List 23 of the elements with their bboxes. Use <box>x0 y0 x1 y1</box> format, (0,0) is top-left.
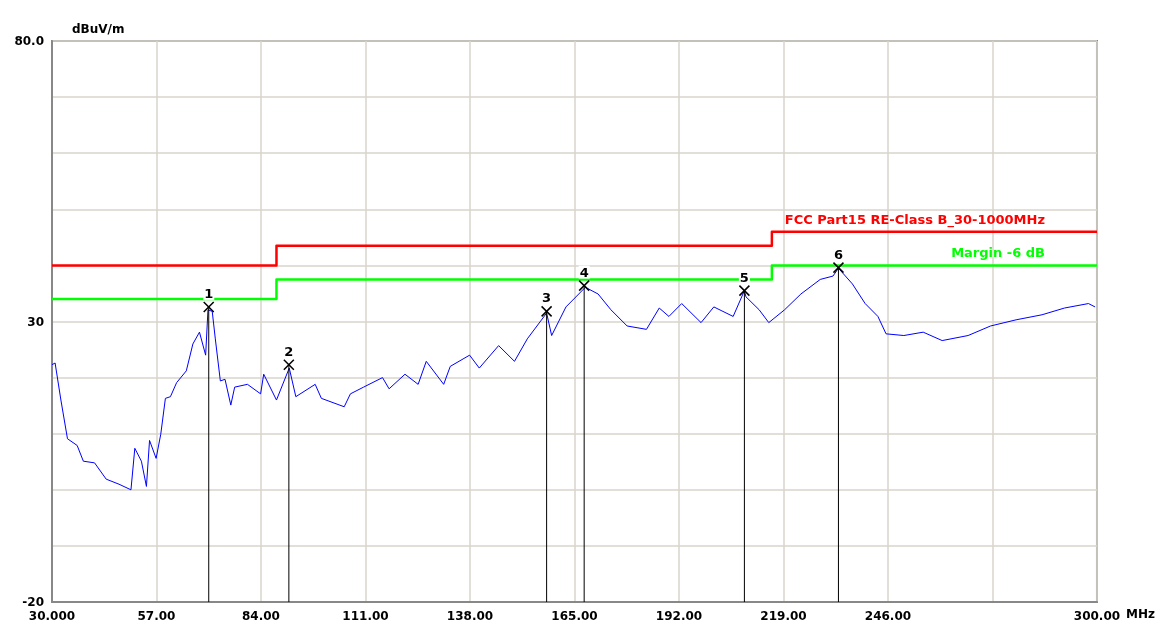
y-axis-title: dBuV/m <box>72 22 125 36</box>
x-tick-label: 111.00 <box>342 609 389 623</box>
annotation: 6 <box>833 246 843 262</box>
y-tick-label: 80.0 <box>14 34 44 48</box>
x-tick-label: 138.00 <box>446 609 494 623</box>
y-tick-label: 30 <box>27 314 44 329</box>
annotation: 3 <box>542 290 552 306</box>
annotation: 4 <box>579 264 589 280</box>
series-label: Margin -6 dB <box>951 245 1045 261</box>
x-tick-label: 57.00 <box>137 609 176 623</box>
series-label: FCC Part15 RE-Class B_30-1000MHz <box>784 211 1045 228</box>
x-tick-label: 30.000 <box>28 609 76 623</box>
x-tick-label: 246.00 <box>864 609 912 623</box>
x-tick-label: 192.00 <box>655 609 703 623</box>
x-tick-label: 165.00 <box>551 609 598 623</box>
x-tick-label: 84.00 <box>242 609 280 623</box>
x-axis-title: MHz <box>1126 607 1156 621</box>
y-tick-label: -20 <box>22 595 44 609</box>
annotation: 5 <box>739 269 749 285</box>
annotation: 1 <box>204 285 214 301</box>
x-tick-label: 300.00 <box>1073 609 1121 623</box>
x-tick-label: 219.00 <box>760 609 807 623</box>
annotation: 2 <box>284 343 294 359</box>
